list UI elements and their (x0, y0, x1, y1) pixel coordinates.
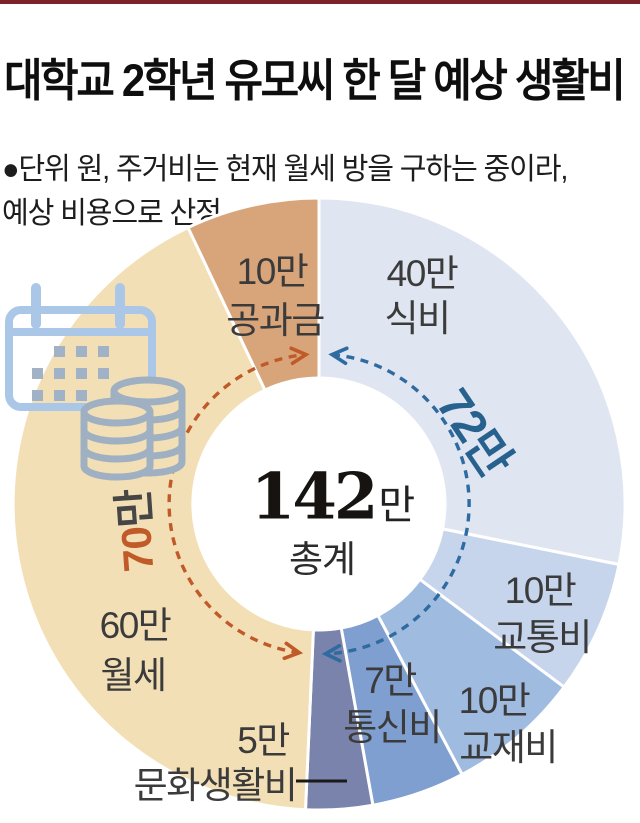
slice-label-월세: 60만 (99, 605, 172, 646)
coins-icon (80, 376, 186, 481)
group-arc-72만 (325, 352, 471, 656)
page-title: 대학교 2학년 유모씨 한 달 예상 생활비 (4, 55, 626, 106)
group-sum-number: 70 (112, 525, 163, 574)
finance-icons (5, 283, 186, 481)
slice-label-통신비: 통신비 (343, 707, 442, 748)
donut-slice-0-식비 (317, 196, 627, 566)
slice-label-월세: 월세 (100, 655, 167, 696)
slice-label-교재비: 10만 (458, 680, 531, 721)
arrowhead-72만 (321, 644, 342, 663)
chart-note-line2: 예상 비용으로 산정 (2, 197, 222, 230)
slice-label-교통비: 10만 (504, 570, 577, 611)
arrowhead-72만 (328, 346, 349, 366)
slice-label-식비: 식비 (384, 298, 451, 339)
donut-slice-6-공과금 (186, 196, 321, 392)
slice-label-통신비: 7만 (364, 660, 417, 701)
total-sublabel: 총계 (288, 539, 356, 580)
chart-note-line1: ●단위 원, 주거비는 현재 월세 방을 구하는 중이라, (2, 153, 568, 186)
total-suffix: 만 (378, 483, 415, 528)
calendar-icon (5, 283, 156, 411)
group-arc-70만 (167, 352, 307, 655)
total-number: 142 (250, 459, 379, 535)
calendar-date-grid (32, 346, 109, 401)
slice-label-문화생활비: 문화생활비 (133, 765, 298, 806)
slice-label-문화생활비: 5만 (237, 720, 290, 761)
group-sum-label-orange: 70만 (100, 488, 167, 574)
slice-label-공과금: 공과금 (226, 300, 325, 341)
donut-slice-5-월세 (11, 226, 315, 812)
total-value: 142 만 (250, 459, 415, 535)
arrowhead-70만 (289, 346, 310, 366)
slice-label-식비: 40만 (386, 253, 459, 294)
slice-label-교재비: 교재비 (459, 727, 558, 768)
slice-label-공과금: 10만 (236, 251, 309, 292)
arrowhead-70만 (282, 641, 304, 661)
top-rule (0, 0, 640, 4)
group-sum-suffix: 만 (109, 488, 160, 529)
slice-label-교통비: 교통비 (493, 617, 592, 658)
